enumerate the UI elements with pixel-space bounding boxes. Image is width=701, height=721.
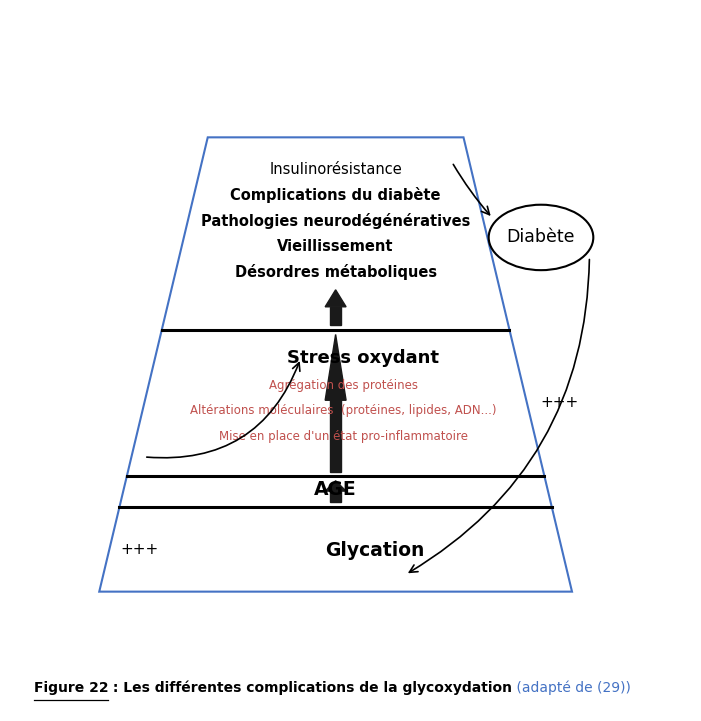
Polygon shape: [325, 290, 346, 307]
Text: +++: +++: [121, 541, 158, 557]
Text: Vieillissement: Vieillissement: [278, 239, 394, 254]
FancyArrowPatch shape: [409, 260, 590, 572]
Polygon shape: [325, 335, 346, 400]
Text: Agrégation des protéines: Agrégation des protéines: [269, 379, 418, 392]
Text: +++: +++: [540, 396, 578, 410]
Polygon shape: [330, 491, 341, 503]
Text: Glycation: Glycation: [325, 541, 424, 560]
Text: Insulinorésistance: Insulinorésistance: [269, 162, 402, 177]
Text: (adapté de (29)): (adapté de (29)): [512, 681, 631, 695]
Text: Figure 22: Figure 22: [34, 681, 108, 695]
Polygon shape: [330, 400, 341, 472]
FancyArrowPatch shape: [454, 164, 489, 215]
Text: Mise en place d'un état pro-inflammatoire: Mise en place d'un état pro-inflammatoir…: [219, 430, 468, 443]
Text: Désordres métaboliques: Désordres métaboliques: [235, 264, 437, 280]
Polygon shape: [330, 307, 341, 325]
Text: Complications du diabète: Complications du diabète: [231, 187, 441, 203]
FancyArrowPatch shape: [147, 363, 300, 458]
Text: Pathologies neurodégénératives: Pathologies neurodégénératives: [201, 213, 470, 229]
Text: Diabète: Diabète: [507, 229, 576, 247]
Text: Stress oxydant: Stress oxydant: [287, 350, 439, 367]
Text: Altérations moléculaires  (protéines, lipides, ADN...): Altérations moléculaires (protéines, lip…: [190, 404, 496, 417]
Text: : Les différentes complications de la glycoxydation: : Les différentes complications de la gl…: [108, 681, 512, 695]
Text: AGE: AGE: [314, 479, 357, 499]
Polygon shape: [325, 481, 346, 491]
